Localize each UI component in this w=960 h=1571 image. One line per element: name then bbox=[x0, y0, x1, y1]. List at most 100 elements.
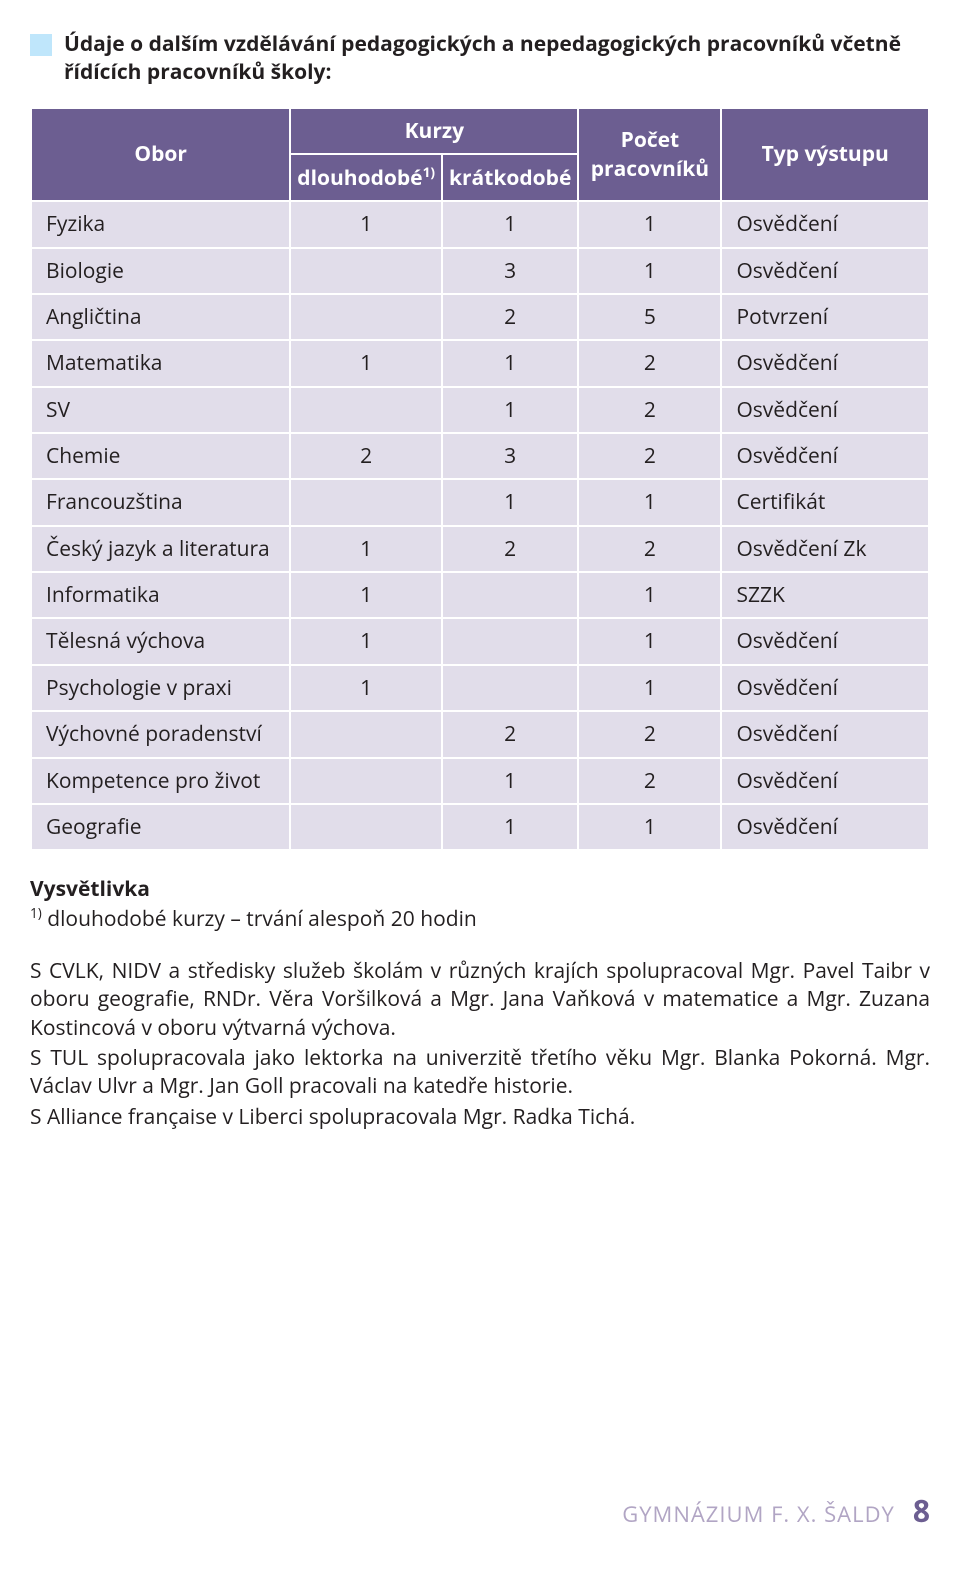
table-row: Chemie232Osvědčení bbox=[32, 434, 928, 478]
th-dlouhodobe-text: dlouhodobé bbox=[297, 164, 422, 192]
legend: Vysvětlivka 1) dlouhodobé kurzy – trvání… bbox=[30, 875, 930, 933]
table-cell: 5 bbox=[579, 295, 720, 339]
table-cell: 1 bbox=[291, 527, 441, 571]
legend-title: Vysvětlivka bbox=[30, 875, 930, 903]
table-row: Geografie11Osvědčení bbox=[32, 805, 928, 849]
legend-body: dlouhodobé kurzy – trvání alespoň 20 hod… bbox=[42, 905, 477, 933]
table-cell: 1 bbox=[443, 759, 577, 803]
table-cell: 1 bbox=[579, 480, 720, 524]
table-row: Biologie31Osvědčení bbox=[32, 249, 928, 293]
table-cell: 3 bbox=[443, 434, 577, 478]
table-cell: 1 bbox=[443, 388, 577, 432]
table-cell: SV bbox=[32, 388, 289, 432]
table-row: SV 12Osvědčení bbox=[32, 388, 928, 432]
table-cell: Chemie bbox=[32, 434, 289, 478]
table-row: Psychologie v praxi11Osvědčení bbox=[32, 666, 928, 710]
table-cell bbox=[291, 295, 441, 339]
table-cell: 2 bbox=[443, 527, 577, 571]
table-cell: Osvědčení bbox=[722, 341, 928, 385]
table-cell: 1 bbox=[443, 480, 577, 524]
table-row: Výchovné poradenství22Osvědčení bbox=[32, 712, 928, 756]
table-cell: 1 bbox=[579, 805, 720, 849]
table-cell: 1 bbox=[291, 666, 441, 710]
table-cell: 1 bbox=[291, 573, 441, 617]
table-cell: Matematika bbox=[32, 341, 289, 385]
table-row: Fyzika111Osvědčení bbox=[32, 202, 928, 246]
table-cell bbox=[291, 388, 441, 432]
table-cell: 2 bbox=[579, 341, 720, 385]
body-paragraph: S TUL spolupracovala jako lektorka na un… bbox=[30, 1044, 930, 1101]
th-kurzy: Kurzy bbox=[291, 109, 577, 153]
table-cell: 1 bbox=[579, 619, 720, 663]
table-row: Angličtina 25Potvrzení bbox=[32, 295, 928, 339]
table-cell: Francouzština bbox=[32, 480, 289, 524]
table-cell: Osvědčení Zk bbox=[722, 527, 928, 571]
heading-text: Údaje o dalším vzdělávání pedagogických … bbox=[64, 30, 930, 87]
table-cell: Výchovné poradenství bbox=[32, 712, 289, 756]
th-typ: Typ výstupu bbox=[722, 109, 928, 201]
table-cell: Potvrzení bbox=[722, 295, 928, 339]
table-cell bbox=[443, 573, 577, 617]
table-cell: Osvědčení bbox=[722, 619, 928, 663]
table-cell: SZZK bbox=[722, 573, 928, 617]
table-row: Tělesná výchova11Osvědčení bbox=[32, 619, 928, 663]
table-row: Český jazyk a literatura122Osvědčení Zk bbox=[32, 527, 928, 571]
table-cell: Angličtina bbox=[32, 295, 289, 339]
table-row: Matematika112Osvědčení bbox=[32, 341, 928, 385]
table-cell: Certifikát bbox=[722, 480, 928, 524]
table-cell: Tělesná výchova bbox=[32, 619, 289, 663]
th-dlouhodobe-sup: 1) bbox=[423, 162, 435, 181]
table-cell: 1 bbox=[579, 249, 720, 293]
heading-bullet bbox=[30, 34, 52, 56]
table-cell: Informatika bbox=[32, 573, 289, 617]
table-cell: 2 bbox=[579, 527, 720, 571]
table-cell: Geografie bbox=[32, 805, 289, 849]
table-cell: Fyzika bbox=[32, 202, 289, 246]
body-paragraph: S CVLK, NIDV a středisky služeb školám v… bbox=[30, 957, 930, 1042]
table-row: Informatika11SZZK bbox=[32, 573, 928, 617]
table-cell bbox=[291, 712, 441, 756]
table-cell bbox=[291, 480, 441, 524]
table-cell: 1 bbox=[579, 573, 720, 617]
staff-education-table: Obor Kurzy Počet pracovníků Typ výstupu … bbox=[30, 107, 930, 852]
table-cell: Osvědčení bbox=[722, 434, 928, 478]
th-kratkodobe: krátkodobé bbox=[443, 155, 577, 200]
page-number: 8 bbox=[913, 1491, 930, 1532]
table-cell bbox=[443, 666, 577, 710]
table-cell: 2 bbox=[291, 434, 441, 478]
table-cell: Psychologie v praxi bbox=[32, 666, 289, 710]
section-heading: Údaje o dalším vzdělávání pedagogických … bbox=[30, 30, 930, 87]
table-row: Kompetence pro život12Osvědčení bbox=[32, 759, 928, 803]
table-cell bbox=[291, 249, 441, 293]
table-cell: Kompetence pro život bbox=[32, 759, 289, 803]
footer-text: GYMNÁZIUM F. X. ŠALDY bbox=[622, 1500, 895, 1530]
table-cell: 1 bbox=[291, 341, 441, 385]
table-cell: 2 bbox=[579, 388, 720, 432]
table-cell: Biologie bbox=[32, 249, 289, 293]
table-cell: 1 bbox=[579, 202, 720, 246]
table-cell: 2 bbox=[443, 712, 577, 756]
table-cell bbox=[291, 805, 441, 849]
table-cell: 1 bbox=[443, 805, 577, 849]
table-cell: 1 bbox=[579, 666, 720, 710]
legend-text: 1) dlouhodobé kurzy – trvání alespoň 20 … bbox=[30, 904, 930, 933]
th-dlouhodobe: dlouhodobé1) bbox=[291, 155, 441, 200]
body-paragraph: S Alliance française v Liberci spoluprac… bbox=[30, 1103, 930, 1131]
table-cell: 1 bbox=[443, 202, 577, 246]
page-footer: GYMNÁZIUM F. X. ŠALDY 8 bbox=[30, 1491, 930, 1532]
table-cell: 2 bbox=[579, 712, 720, 756]
table-cell: 2 bbox=[579, 759, 720, 803]
table-cell bbox=[443, 619, 577, 663]
table-cell: Český jazyk a literatura bbox=[32, 527, 289, 571]
table-row: Francouzština11Certifikát bbox=[32, 480, 928, 524]
table-cell: 1 bbox=[291, 619, 441, 663]
table-cell: Osvědčení bbox=[722, 388, 928, 432]
table-cell: 3 bbox=[443, 249, 577, 293]
body-paragraphs: S CVLK, NIDV a středisky služeb školám v… bbox=[30, 957, 930, 1131]
table-cell: Osvědčení bbox=[722, 805, 928, 849]
table-cell bbox=[291, 759, 441, 803]
table-cell: 2 bbox=[443, 295, 577, 339]
table-cell: Osvědčení bbox=[722, 202, 928, 246]
th-pocet: Počet pracovníků bbox=[579, 109, 720, 201]
legend-sup: 1) bbox=[30, 903, 42, 922]
